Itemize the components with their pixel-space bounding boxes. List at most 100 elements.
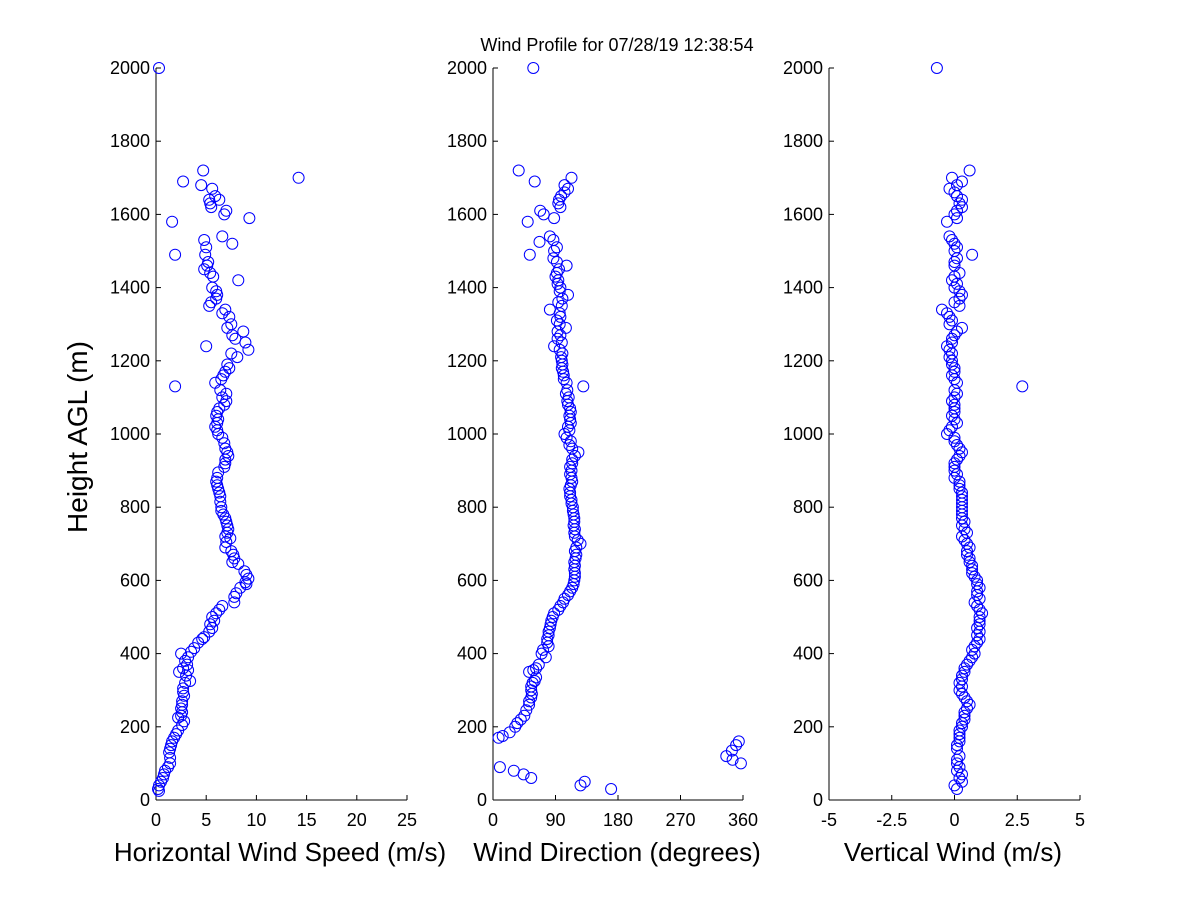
y-tick-label: 600 [793, 570, 823, 590]
data-point [525, 772, 538, 784]
data-point [512, 164, 525, 177]
data-point [551, 277, 564, 290]
data-point [968, 570, 981, 583]
data-point [953, 479, 966, 492]
x-tick-label: 360 [728, 810, 758, 830]
x-tick-label: 0 [488, 810, 498, 830]
data-point [971, 585, 984, 598]
data-point [951, 739, 963, 752]
y-tick-label: 1400 [783, 278, 823, 298]
figure-title: Wind Profile for 07/28/19 12:38:54 [480, 35, 753, 55]
data-point [956, 680, 968, 693]
y-tick-label: 2000 [783, 58, 823, 78]
data-point [948, 365, 961, 378]
data-point [956, 288, 968, 301]
data-point [527, 62, 540, 74]
data-point [556, 292, 569, 305]
y-tick-label: 600 [457, 570, 487, 590]
data-point [535, 647, 548, 660]
data-point [951, 783, 963, 795]
data-point [943, 351, 956, 364]
x-tick-label: 15 [297, 810, 317, 830]
data-point [560, 259, 573, 272]
data-point [206, 622, 219, 634]
data-point [548, 245, 561, 257]
data-point [930, 62, 943, 74]
data-point [577, 380, 590, 393]
x-tick-label: 20 [347, 810, 367, 830]
data-point [973, 625, 986, 638]
data-point [953, 676, 966, 689]
data-point [212, 466, 225, 479]
data-point [200, 241, 213, 254]
data-point [948, 256, 961, 268]
data-point [956, 768, 968, 781]
x-tick-label: -2.5 [876, 810, 907, 830]
data-point [963, 552, 976, 565]
y-tick-label: 1400 [447, 278, 487, 298]
data-point [177, 662, 190, 675]
data-point [557, 373, 570, 386]
y-tick-label: 1800 [783, 131, 823, 151]
data-point [177, 682, 190, 695]
data-point [605, 783, 618, 795]
data-point [198, 263, 211, 276]
data-point [212, 428, 225, 440]
data-point [169, 380, 182, 393]
data-point [976, 607, 989, 620]
data-point [153, 784, 165, 797]
data-point [228, 590, 241, 603]
data-point [523, 698, 536, 711]
data-point [503, 726, 516, 739]
data-point [956, 720, 968, 733]
data-point [197, 164, 210, 177]
data-point [492, 731, 505, 744]
data-point [726, 753, 739, 766]
data-point [240, 578, 253, 591]
data-point [493, 761, 506, 774]
data-point [218, 208, 231, 221]
data-point [533, 235, 546, 248]
data-point [951, 453, 963, 466]
data-point [948, 413, 961, 426]
data-point [226, 556, 239, 569]
data-point [216, 431, 229, 444]
data-point [943, 343, 956, 356]
data-point [226, 329, 239, 342]
data-point [953, 728, 966, 741]
data-point [216, 230, 229, 243]
data-point [961, 702, 973, 715]
data-point [243, 212, 256, 225]
data-points [930, 62, 1029, 795]
data-point [216, 307, 229, 320]
data-point [201, 259, 214, 272]
data-point [222, 450, 235, 462]
data-point [956, 673, 968, 686]
y-tick-label: 800 [457, 497, 487, 517]
data-point [948, 406, 961, 418]
x-tick-label: 5 [1075, 810, 1085, 830]
data-point [973, 618, 986, 631]
data-point [554, 310, 567, 323]
data-point [973, 611, 986, 623]
data-point [214, 384, 227, 397]
data-point [968, 640, 981, 653]
data-point [195, 179, 208, 192]
data-point [554, 201, 567, 214]
x-tick-label: 180 [603, 810, 633, 830]
data-point [958, 662, 971, 675]
data-point [216, 600, 229, 612]
data-point [948, 457, 961, 470]
data-point [208, 614, 221, 627]
data-point [564, 417, 577, 429]
data-point [961, 695, 973, 708]
data-point [941, 215, 953, 228]
data-point [292, 171, 305, 184]
y-tick-label: 400 [793, 644, 823, 664]
y-tick-label: 1200 [447, 351, 487, 371]
data-point [548, 212, 561, 225]
data-point [224, 532, 237, 545]
y-tick-label: 200 [793, 717, 823, 737]
data-point [948, 398, 961, 411]
